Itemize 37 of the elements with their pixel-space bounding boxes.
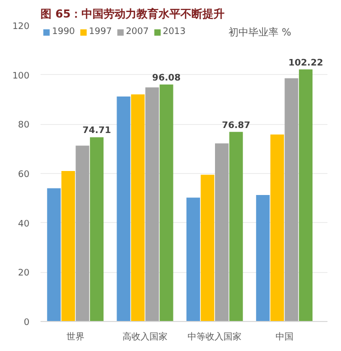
bar [145,87,159,322]
annotation: 初中毕业率 % [228,26,292,38]
data-label: 96.08 [152,74,181,84]
y-tick-label: 80 [18,120,30,131]
bar [200,174,214,322]
y-tick-label: 40 [18,219,30,230]
data-label: 102.22 [288,58,324,68]
x-tick-label: 世界 [66,332,84,342]
y-tick-label: 100 [12,71,30,82]
data-label: 74.71 [82,126,111,136]
bar [116,96,130,322]
data-label: 76.87 [222,120,250,131]
x-tick-label: 中等收入国家 [188,332,242,342]
bar [76,146,90,322]
y-tick-label: 20 [18,268,30,279]
chart-title: 图 65：中国劳动力教育水平不断提升 [40,8,225,20]
legend-label: 1990 [52,27,75,37]
x-tick-label: 高收入国家 [122,332,168,342]
legend-label: 1997 [88,27,112,37]
y-tick-label: 0 [24,318,30,328]
legend-label: 2013 [162,27,186,37]
bar [284,78,298,322]
bar [229,132,243,322]
bar [215,143,229,322]
x-tick-label: 中国 [275,332,294,342]
bar [270,134,284,322]
bar [61,171,75,322]
bar [47,188,61,322]
bar [131,94,145,322]
bar [298,69,313,322]
legend-label: 2007 [126,27,149,37]
y-tick-label: 120 [12,22,30,32]
bar [186,198,200,322]
y-tick-label: 60 [18,170,30,180]
bar [256,194,270,322]
bar [90,137,104,322]
bar [160,84,174,322]
